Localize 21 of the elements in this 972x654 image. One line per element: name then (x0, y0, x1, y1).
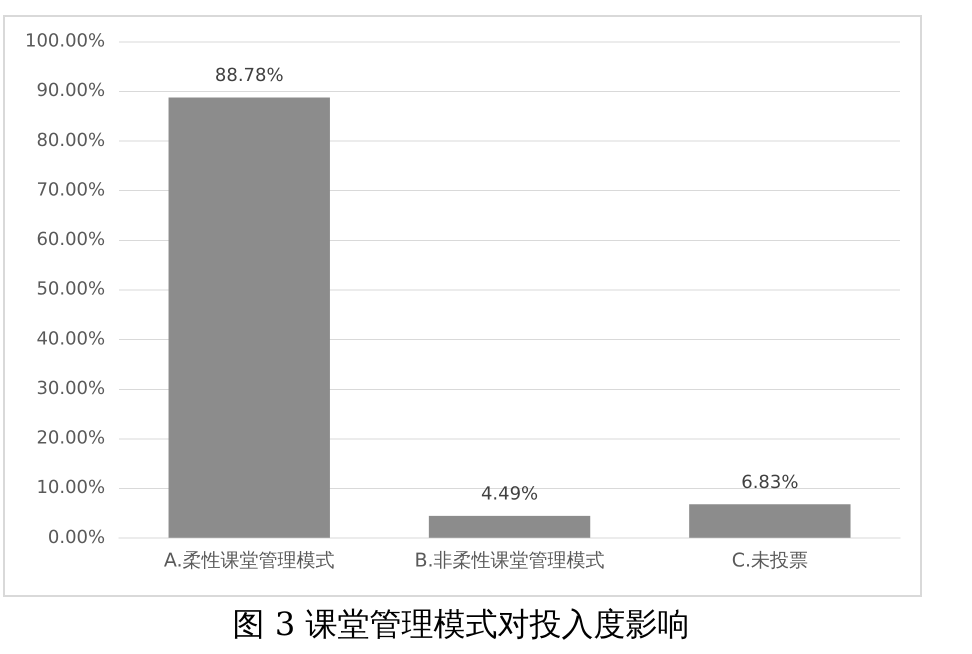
y-tick-label: 70.00% (36, 179, 106, 200)
y-tick-label: 10.00% (36, 477, 106, 498)
y-tick-label: 90.00% (36, 80, 106, 102)
y-tick-label: 20.00% (36, 428, 106, 449)
text: 图 3 课堂管理模式对投入度影响 (232, 604, 690, 645)
data-label: 4.49% (480, 484, 538, 505)
bar (168, 97, 330, 538)
data-label: 6.83% (741, 472, 798, 493)
y-tick-label: 0.00% (48, 526, 106, 548)
y-tick-label: 50.00% (36, 278, 106, 300)
bar (689, 504, 851, 538)
x-tick-label: B.非柔性课堂管理模式 (414, 550, 605, 572)
y-tick-label: 30.00% (36, 378, 106, 399)
y-tick-label: 100.00% (24, 30, 106, 52)
x-tick-label: A.柔性课堂管理模式 (164, 550, 335, 572)
x-tick-label: C.未投票 (732, 550, 808, 572)
bar (428, 516, 590, 538)
y-tick-label: 80.00% (36, 130, 106, 151)
y-tick-label: 60.00% (36, 229, 106, 250)
y-tick-label: 40.00% (36, 328, 106, 350)
data-label: 88.78% (214, 65, 284, 86)
